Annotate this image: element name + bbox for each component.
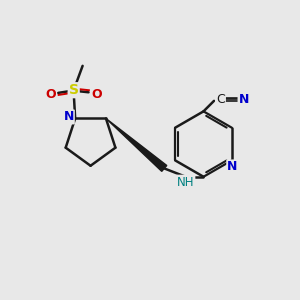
Text: N: N xyxy=(238,93,249,106)
Text: N: N xyxy=(227,160,238,173)
Text: O: O xyxy=(91,88,102,100)
Text: C: C xyxy=(216,93,225,106)
Text: N: N xyxy=(64,110,74,124)
Text: S: S xyxy=(69,83,79,97)
Polygon shape xyxy=(106,118,167,171)
Text: O: O xyxy=(45,88,56,101)
Text: NH: NH xyxy=(177,176,194,189)
